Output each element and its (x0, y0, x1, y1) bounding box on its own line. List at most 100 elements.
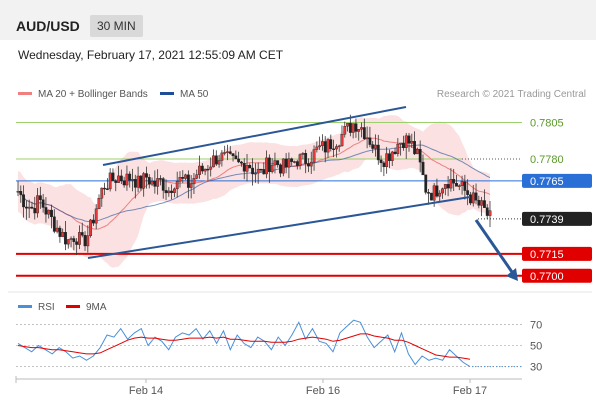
candle (365, 137, 369, 140)
candle (69, 238, 73, 240)
candle (415, 149, 419, 155)
candle (52, 216, 56, 232)
candle (186, 174, 190, 188)
candle (279, 164, 282, 174)
candle (334, 146, 338, 150)
x-tick-label: Feb 16 (306, 385, 340, 397)
candle (466, 190, 470, 195)
candle (80, 232, 84, 236)
candle (477, 200, 481, 206)
candle (36, 195, 39, 214)
candle (228, 151, 232, 154)
legend-ma50-swatch (160, 92, 174, 95)
candle (374, 144, 377, 149)
candle (231, 153, 235, 157)
candle (245, 165, 249, 172)
candle (438, 192, 442, 197)
rsi-tick-70: 70 (530, 319, 542, 331)
forecast-arrow-head (506, 268, 518, 281)
candle (290, 158, 294, 162)
level-label-0.7780: 0.7780 (530, 154, 564, 166)
rsi-ma-line (17, 333, 471, 360)
candle (413, 140, 416, 155)
candle (455, 182, 458, 187)
level-label-0.7715: 0.7715 (530, 249, 564, 261)
candle (55, 227, 59, 232)
candle (178, 177, 182, 182)
candle (153, 181, 157, 187)
candle (259, 168, 263, 171)
candle (173, 188, 176, 193)
candle (457, 185, 461, 187)
candle (41, 199, 45, 208)
candle (348, 122, 352, 133)
candle (312, 149, 316, 163)
candle (181, 177, 185, 179)
candle (429, 192, 433, 201)
candle (136, 175, 140, 188)
candle (326, 139, 330, 153)
candle (396, 143, 400, 154)
candle (212, 155, 215, 168)
candle (390, 151, 394, 161)
timeframe-badge[interactable]: 30 MIN (90, 15, 143, 37)
candle (354, 123, 358, 132)
candle (368, 137, 372, 145)
legend-rsi-ma-swatch (66, 305, 80, 308)
candle (117, 175, 120, 183)
candle (16, 191, 20, 193)
candle (262, 169, 266, 175)
candle (125, 173, 129, 186)
candle (47, 209, 51, 215)
level-tag-0.7715 (522, 246, 592, 261)
candle (407, 135, 411, 144)
candle (184, 174, 187, 179)
candle (376, 144, 380, 161)
level-tag-0.7765 (522, 173, 592, 188)
candle (304, 153, 308, 164)
candle (38, 195, 42, 200)
candle (122, 180, 126, 186)
candle (485, 207, 489, 216)
candle (307, 163, 310, 167)
candle (483, 200, 486, 208)
candle (100, 187, 104, 199)
x-tick-label: Feb 14 (129, 385, 163, 397)
level-label-0.7805: 0.7805 (530, 118, 564, 130)
candle (265, 157, 268, 175)
candle (83, 235, 87, 247)
candle (200, 165, 204, 172)
candle (198, 165, 201, 175)
candle (220, 152, 224, 161)
candle (86, 235, 90, 247)
candle (399, 142, 403, 145)
candle (410, 140, 414, 144)
legend-ma20-swatch (18, 92, 32, 95)
candle (337, 145, 341, 148)
rsi-line (17, 319, 471, 368)
rsi-tick-50: 50 (530, 341, 542, 353)
ma20-line (17, 137, 491, 230)
candle (357, 129, 361, 132)
candle (418, 149, 422, 163)
rsi-tick-30: 30 (530, 362, 542, 374)
candle (309, 161, 313, 167)
candle (145, 173, 148, 178)
candle (284, 158, 288, 168)
candle (217, 160, 221, 165)
level-tag-0.7700 (522, 268, 592, 283)
candle (251, 167, 255, 175)
candle (92, 219, 95, 224)
candle (452, 179, 456, 184)
candle (50, 209, 53, 218)
level-label-0.7700: 0.7700 (530, 271, 564, 283)
candle (161, 178, 165, 191)
candle (64, 232, 67, 245)
candle (226, 151, 229, 153)
candle (388, 153, 391, 161)
legend-rsi-label: RSI (38, 302, 55, 313)
candle (119, 175, 123, 182)
candle (315, 146, 319, 150)
candle (78, 232, 81, 245)
candle (242, 162, 246, 172)
